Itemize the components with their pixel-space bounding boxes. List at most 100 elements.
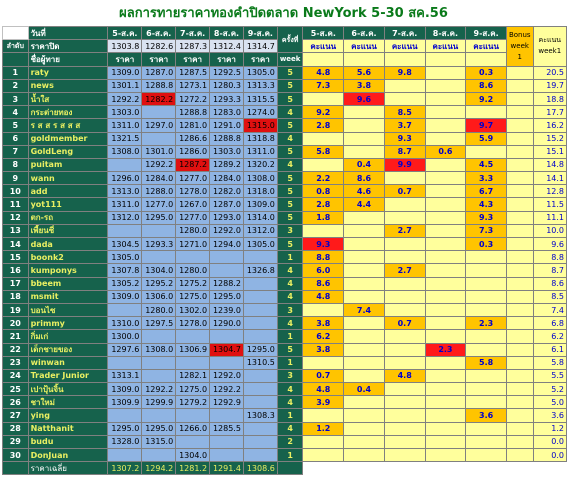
price-cell: 1309.0 [107, 65, 143, 80]
score-cell [302, 157, 345, 173]
price-cell [242, 302, 278, 318]
price-cell: 1295.0 [242, 342, 278, 357]
score-cell [465, 395, 507, 410]
rank-cell: 6 [2, 131, 29, 146]
score-cell [465, 263, 507, 278]
price-cell: 1313.1 [107, 368, 143, 384]
total-score: 14.8 [532, 157, 567, 173]
score-cell [302, 355, 345, 370]
player-name: บอนไซ [27, 302, 109, 318]
price-cell [209, 329, 244, 344]
price-cell [107, 302, 143, 318]
bonus-cell [505, 65, 534, 80]
score-cell: 0.4 [343, 157, 385, 173]
price-cell: 1308.0 [107, 144, 143, 159]
table-row: 11 yot111 1311.0 1277.0 1267.0 1287.0 1309.0 5 2… [2, 197, 567, 212]
total-score: 0.0 [532, 447, 567, 463]
score-cell [424, 276, 467, 291]
rank-cell: 28 [2, 421, 29, 436]
score-cell [424, 210, 467, 225]
score-cell [343, 395, 385, 410]
close-price: 1314.7 [242, 39, 278, 54]
price-cell [141, 329, 177, 344]
price-cell [107, 223, 143, 239]
price-cell: 1292.0 [209, 368, 244, 384]
score-cell [424, 447, 467, 463]
price-cell: 1282.1 [175, 368, 211, 384]
table-row: 14 dada 1304.5 1293.3 1271.0 1294.0 1305.0 5 9.3… [2, 236, 567, 252]
score-cell [424, 368, 467, 384]
price-cell: 1293.3 [209, 91, 244, 107]
price-cell [242, 276, 278, 291]
price-cell: 1292.2 [209, 382, 244, 397]
bonus-cell [505, 171, 534, 186]
score-cell: 9.6 [343, 91, 385, 107]
price-cell: 1297.0 [141, 118, 177, 133]
price-cell: 1304.0 [141, 263, 177, 278]
avg-week-blank [276, 461, 304, 476]
bonus-cell [505, 144, 534, 159]
price-cell: 1288.8 [209, 131, 244, 146]
bonus-header: Bonus week 1 [505, 26, 534, 67]
table-row: 30 DonJuan 1304.0 1 0.0 [2, 447, 567, 463]
player-name: puitam [27, 157, 109, 173]
price-cell [141, 368, 177, 384]
score-cell: 0.8 [302, 184, 345, 199]
rank-cell: 3 [2, 91, 29, 107]
table-row: 28 Natthanit 1295.0 1295.0 1266.0 1285.5 4 1.2 1… [2, 421, 567, 436]
week-count: 5 [276, 144, 304, 159]
price-cell: 1280.0 [175, 223, 211, 239]
price-cell: 1297.5 [141, 316, 177, 331]
rank-cell: 27 [2, 408, 29, 423]
price-cell: 1315.5 [242, 91, 278, 107]
price-cell: 1300.0 [107, 329, 143, 344]
rank-cell: 18 [2, 289, 29, 304]
price-cell: 1278.0 [175, 184, 211, 199]
bonus-cell [505, 355, 534, 370]
total-score: 11.5 [532, 197, 567, 212]
score-cell: 2.2 [302, 171, 345, 186]
score-cell [383, 171, 426, 186]
price-cell: 1288.8 [175, 105, 211, 120]
date-header: 5-ส.ค. [107, 25, 143, 41]
score-cell: 4.8 [302, 65, 345, 80]
score-header: คะแนน [343, 39, 385, 54]
score-cell [343, 144, 385, 159]
score-cell: 3.8 [302, 316, 345, 331]
player-name: เปาปุ้นจิ้น [27, 382, 109, 397]
player-name: Natthanit [27, 421, 109, 436]
player-name: ร ส ส ร ส ส ส [27, 118, 109, 133]
rank-cell: 26 [2, 395, 29, 410]
price-cell [242, 421, 278, 436]
player-name: เด็กชายของ [27, 342, 109, 357]
bonus-cell [505, 447, 534, 463]
price-cell [242, 316, 278, 331]
table-row: 6 goldmember 1321.5 1286.6 1288.8 1318.8 4 9.3 5… [2, 131, 567, 146]
score-cell [343, 408, 385, 423]
price-cell: 1304.7 [209, 342, 244, 357]
player-name: raty [27, 65, 109, 80]
price-cell: 1314.0 [242, 210, 278, 225]
day-label: วันที่ [27, 25, 109, 41]
price-cell [242, 289, 278, 304]
price-cell: 1294.0 [209, 236, 244, 252]
table-row: 20 primmy 1310.0 1297.5 1278.0 1290.0 4 3.8 0.7 2… [2, 316, 567, 331]
score-cell: 7.3 [465, 223, 507, 239]
score-blank [302, 52, 345, 67]
price-cell: 1288.0 [141, 184, 177, 199]
rank-cell: 9 [2, 171, 29, 186]
price-cell: 1287.2 [175, 157, 211, 173]
rank-cell: 17 [2, 276, 29, 291]
score-cell [424, 118, 467, 133]
table-row: 23 winwan 1310.5 1 5.8 5.8 [2, 355, 567, 370]
score-cell: 3.3 [465, 171, 507, 186]
average-label: ราคาเฉลี่ย [27, 461, 109, 476]
price-cell: 1292.2 [141, 157, 177, 173]
price-cell: 1301.1 [107, 78, 143, 93]
player-name: yot111 [27, 197, 109, 212]
player-name: GoldLeng [27, 144, 109, 159]
score-cell: 8.5 [383, 105, 426, 120]
score-cell [465, 276, 507, 291]
score-cell [383, 78, 426, 93]
price-cell: 1292.0 [209, 223, 244, 239]
